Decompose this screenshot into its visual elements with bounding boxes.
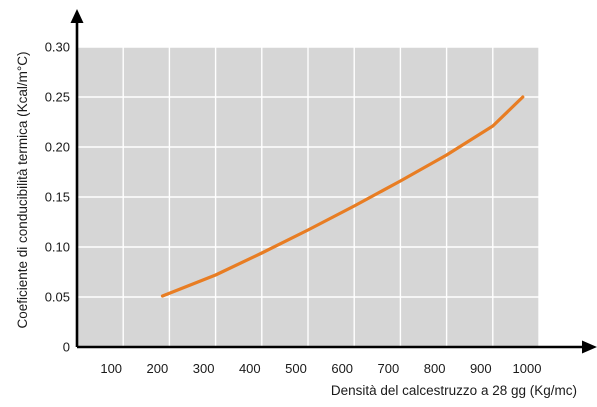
series (160, 95, 525, 298)
y-tick-label: 0.20 (45, 140, 70, 155)
y-tick-label: 0.25 (45, 90, 70, 105)
x-tick-label: 200 (147, 361, 169, 376)
x-tick-label: 800 (424, 361, 446, 376)
x-tick-label: 600 (331, 361, 353, 376)
y-tick-label: 0.30 (45, 40, 70, 55)
y-tick-label: 0 (63, 340, 70, 355)
tick-labels: 100 200 300 400 500 600 700 800 900 1000 0 0.05 0.10… (45, 40, 542, 377)
y-tick-label: 0.10 (45, 240, 70, 255)
x-tick-label: 400 (239, 361, 261, 376)
x-tick-label: 100 (100, 361, 122, 376)
series-line (160, 95, 525, 298)
y-axis-arrow-icon (70, 9, 84, 23)
x-tick-label: 900 (470, 361, 492, 376)
x-tick-label: 300 (193, 361, 215, 376)
x-axis-arrow-icon (582, 340, 597, 354)
x-tick-label: 500 (285, 361, 307, 376)
x-axis-title: Densità del calcestruzzo a 28 gg (Kg/mc) (331, 383, 577, 398)
x-tick-label: 1000 (513, 361, 542, 376)
y-tick-label: 0.15 (45, 190, 70, 205)
x-tick-label: 700 (378, 361, 400, 376)
grid (77, 46, 540, 347)
y-tick-label: 0.05 (45, 290, 70, 305)
y-axis-title: Coeficiente di conducibilità termica (Kc… (15, 51, 30, 328)
axes (70, 9, 597, 354)
